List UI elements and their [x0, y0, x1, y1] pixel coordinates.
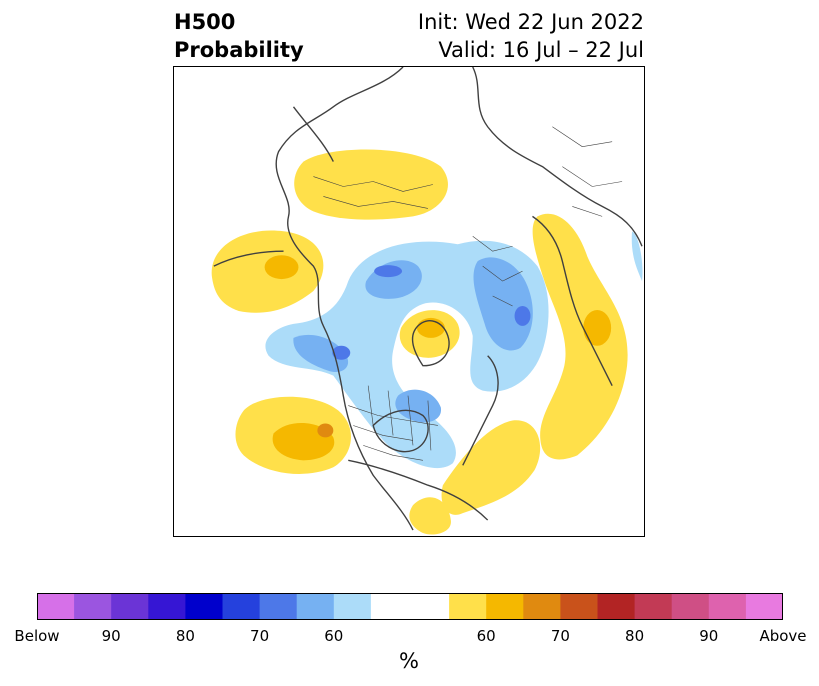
colorbar-above-swatch	[523, 593, 561, 620]
colorbar-below-swatch	[111, 593, 149, 620]
init-date: Init: Wed 22 Jun 2022	[417, 10, 644, 34]
colorbar-above-swatch	[745, 593, 783, 620]
colorbar-units: %	[399, 649, 419, 673]
colorbar-tick-label: 80	[625, 627, 645, 645]
colorbar-tick-label: 60	[324, 627, 344, 645]
colorbar-below-swatch	[296, 593, 335, 620]
colorbar-tick-label: 90	[699, 627, 719, 645]
colorbar-above-swatch	[708, 593, 747, 620]
map-title: H500 Probability	[174, 8, 304, 64]
colorbar-below-swatch	[222, 593, 261, 620]
below-anomaly-arctic-ring	[265, 240, 549, 469]
coastlines	[213, 67, 643, 531]
political-borders	[313, 126, 623, 461]
colorbar-below-swatch	[333, 593, 372, 620]
map-dates: Init: Wed 22 Jun 2022 Valid: 16 Jul – 22…	[418, 8, 644, 64]
colorbar-above-swatch	[597, 593, 636, 620]
valid-range: Valid: 16 Jul – 22 Jul	[438, 38, 644, 62]
colorbar-below-swatch	[37, 593, 75, 620]
colorbar-above-swatch	[671, 593, 710, 620]
colorbar-below-swatch	[148, 593, 186, 620]
above-anomaly-greenland	[399, 310, 460, 358]
colorbar	[37, 593, 783, 620]
colorbar-tick-label: 70	[250, 627, 270, 645]
below-anomaly-eurasia	[631, 231, 643, 282]
colorbar-tick-label: Above	[759, 627, 807, 645]
colorbar-above-swatch	[560, 593, 598, 620]
colorbar-border	[37, 593, 783, 620]
colorbar-above-swatch	[634, 593, 673, 620]
colorbar-neutral-swatch	[370, 593, 450, 620]
colorbar-tick-label: 60	[476, 627, 496, 645]
above-anomaly-pacific	[211, 230, 324, 313]
colorbar-tick-label: 70	[550, 627, 570, 645]
colorbar-below-swatch	[185, 593, 223, 620]
colorbar-tick-label: 80	[175, 627, 195, 645]
colorbar-above-swatch	[449, 593, 487, 620]
colorbar-above-swatch	[486, 593, 524, 620]
above-anomaly-atlantic	[409, 420, 541, 535]
colorbar-below-swatch	[74, 593, 112, 620]
above-anomaly-siberia	[294, 149, 448, 220]
above-anomaly-europe	[532, 213, 628, 460]
probability-map	[173, 66, 645, 537]
colorbar-tick-label: 90	[101, 627, 121, 645]
title-product: Probability	[174, 38, 304, 62]
title-variable: H500	[174, 10, 236, 34]
colorbar-tick-label: Below	[14, 627, 60, 645]
above-anomaly-north-america	[235, 396, 351, 474]
colorbar-below-swatch	[259, 593, 298, 620]
